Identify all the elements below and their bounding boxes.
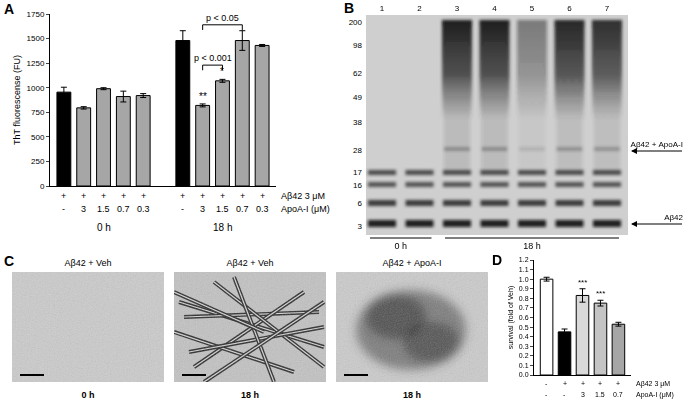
svg-text:3: 3	[455, 4, 460, 13]
svg-text:+: +	[616, 380, 620, 387]
svg-text:1.5: 1.5	[97, 204, 110, 214]
svg-text:6: 6	[358, 199, 363, 208]
html-text:A: A	[4, 1, 15, 17]
svg-text:0.3: 0.3	[519, 343, 529, 350]
svg-text:0.1: 0.1	[519, 362, 529, 369]
svg-text:0: 0	[40, 182, 45, 191]
svg-text:1250: 1250	[27, 59, 45, 68]
svg-text:1.5: 1.5	[595, 391, 605, 398]
svg-text:p < 0.05: p < 0.05	[206, 13, 239, 23]
svg-text:***: ***	[578, 278, 587, 287]
svg-text:16: 16	[353, 181, 362, 190]
svg-text:0 h: 0 h	[81, 390, 94, 400]
svg-text:250: 250	[31, 157, 45, 166]
svg-text:***: ***	[596, 289, 605, 298]
svg-text:1: 1	[380, 4, 385, 13]
svg-text:4: 4	[492, 4, 497, 13]
svg-text:0.4: 0.4	[519, 333, 529, 340]
svg-text:0.5: 0.5	[519, 324, 529, 331]
svg-text:1.0: 1.0	[519, 276, 529, 283]
svg-text:1000: 1000	[27, 84, 45, 93]
svg-text:18 h: 18 h	[213, 222, 232, 233]
svg-text:+: +	[581, 380, 585, 387]
svg-text:survival (fold of Veh): survival (fold of Veh)	[507, 286, 515, 349]
svg-text:Aβ42 3 μM: Aβ42 3 μM	[281, 191, 325, 201]
svg-text:1.1: 1.1	[519, 266, 529, 273]
html-text:D: D	[492, 252, 503, 268]
svg-text:0.3: 0.3	[256, 204, 269, 214]
svg-text:3: 3	[358, 222, 363, 231]
svg-text:Aβ42 + Veh: Aβ42 + Veh	[65, 258, 112, 268]
svg-text:+: +	[563, 380, 567, 387]
svg-text:Aβ42 + Veh: Aβ42 + Veh	[227, 258, 274, 268]
svg-text:B: B	[344, 0, 354, 16]
svg-text:0.7: 0.7	[117, 204, 130, 214]
svg-text:1750: 1750	[27, 10, 45, 19]
svg-text:+: +	[121, 191, 126, 201]
svg-text:-: -	[62, 204, 65, 214]
svg-text:0.7: 0.7	[236, 204, 249, 214]
svg-text:200: 200	[349, 18, 363, 27]
svg-text:**: **	[199, 91, 207, 102]
svg-text:+: +	[101, 191, 106, 201]
svg-text:18 h: 18 h	[523, 241, 541, 251]
svg-text:3: 3	[81, 204, 86, 214]
svg-text:3: 3	[581, 391, 585, 398]
svg-text:+: +	[81, 191, 86, 201]
svg-text:1.5: 1.5	[216, 204, 229, 214]
svg-text:0.6: 0.6	[519, 314, 529, 321]
svg-text:-: -	[181, 204, 184, 214]
svg-text:0.8: 0.8	[519, 295, 529, 302]
svg-text:+: +	[260, 191, 265, 201]
svg-text:+: +	[141, 191, 146, 201]
svg-text:0.7: 0.7	[519, 304, 529, 311]
svg-text:62: 62	[353, 69, 362, 78]
svg-text:Aβ42 + ApoA-I: Aβ42 + ApoA-I	[383, 258, 442, 268]
svg-text:3: 3	[200, 204, 205, 214]
svg-text:C: C	[4, 253, 14, 269]
svg-text:0.2: 0.2	[519, 352, 529, 359]
svg-text:49: 49	[353, 93, 362, 102]
svg-text:-: -	[545, 380, 548, 387]
svg-text:*: *	[220, 66, 224, 77]
svg-text:98: 98	[353, 41, 362, 50]
svg-text:-: -	[545, 391, 548, 398]
svg-text:ThT fluorescense (FU): ThT fluorescense (FU)	[12, 55, 22, 145]
svg-text:1.2: 1.2	[519, 256, 529, 263]
svg-text:500: 500	[31, 133, 45, 142]
svg-text:Aβ42 + ApoA-I: Aβ42 + ApoA-I	[631, 140, 683, 149]
svg-text:ApoA-I (μM): ApoA-I (μM)	[636, 391, 674, 399]
svg-text:2: 2	[417, 4, 422, 13]
svg-text:18 h: 18 h	[241, 390, 259, 400]
svg-text:0.7: 0.7	[613, 391, 623, 398]
svg-text:Aβ42 3 μM: Aβ42 3 μM	[636, 380, 670, 388]
svg-text:0.9: 0.9	[519, 285, 529, 292]
svg-text:p < 0.001: p < 0.001	[194, 53, 232, 63]
svg-text:+: +	[180, 191, 185, 201]
svg-text:0.0: 0.0	[519, 371, 529, 378]
svg-text:17: 17	[353, 168, 362, 177]
svg-text:18 h: 18 h	[403, 390, 421, 400]
svg-text:Aβ42: Aβ42	[664, 213, 683, 222]
svg-text:0.3: 0.3	[137, 204, 150, 214]
svg-text:750: 750	[31, 108, 45, 117]
svg-text:7: 7	[605, 4, 610, 13]
svg-text:-: -	[563, 391, 566, 398]
svg-text:5: 5	[530, 4, 535, 13]
svg-text:1500: 1500	[27, 34, 45, 43]
svg-text:28: 28	[353, 146, 362, 155]
svg-text:6: 6	[567, 4, 572, 13]
svg-text:+: +	[61, 191, 66, 201]
svg-text:0 h: 0 h	[97, 222, 111, 233]
svg-text:+: +	[220, 191, 225, 201]
svg-text:+: +	[598, 380, 602, 387]
svg-text:ApoA-I (μM): ApoA-I (μM)	[281, 204, 330, 214]
svg-text:38: 38	[353, 118, 362, 127]
svg-text:+: +	[200, 191, 205, 201]
svg-text:0 h: 0 h	[394, 241, 407, 251]
svg-text:+: +	[240, 191, 245, 201]
